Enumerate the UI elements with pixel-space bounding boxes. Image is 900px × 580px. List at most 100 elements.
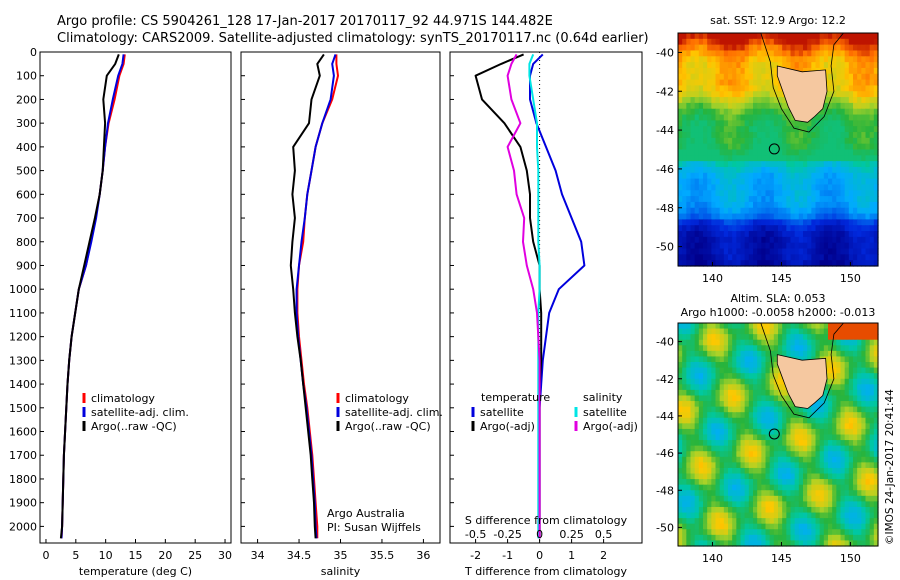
map-cell bbox=[773, 456, 779, 463]
map-cell bbox=[753, 389, 758, 397]
map-cell bbox=[761, 56, 767, 63]
map-cell bbox=[703, 484, 708, 491]
map-cell bbox=[753, 114, 758, 121]
map-cell bbox=[773, 120, 779, 127]
map-cell bbox=[832, 114, 837, 121]
map-cell bbox=[828, 506, 833, 514]
map-cell bbox=[682, 345, 687, 352]
map-cell bbox=[761, 184, 767, 191]
map-cell bbox=[778, 143, 783, 151]
map-cell bbox=[853, 456, 858, 463]
map-cell bbox=[757, 323, 762, 330]
map-cell bbox=[848, 44, 854, 52]
map-cell bbox=[678, 231, 683, 238]
map-cell bbox=[773, 328, 779, 335]
map-cell bbox=[873, 484, 879, 491]
map-cell bbox=[732, 178, 737, 186]
map-cell bbox=[678, 85, 683, 92]
map-cell bbox=[757, 378, 762, 385]
map-cell bbox=[732, 102, 737, 110]
map-cell bbox=[703, 161, 708, 168]
map-cell bbox=[844, 67, 850, 75]
map-cell bbox=[853, 225, 858, 232]
map-cell bbox=[690, 190, 696, 197]
map-cell bbox=[678, 260, 683, 267]
map-cell bbox=[723, 108, 729, 116]
map-cell bbox=[694, 201, 700, 209]
map-cell bbox=[840, 534, 846, 542]
map-cell bbox=[853, 33, 858, 40]
map-cell bbox=[694, 345, 700, 352]
map-cell bbox=[719, 401, 725, 408]
map-cell bbox=[790, 254, 796, 261]
map-cell bbox=[840, 79, 846, 87]
map-cell bbox=[707, 155, 712, 162]
map-cell bbox=[682, 44, 687, 52]
map-cell bbox=[815, 260, 821, 267]
map-cell bbox=[757, 126, 762, 133]
map-cell bbox=[694, 97, 700, 104]
legend-label: Argo(..raw -QC) bbox=[91, 420, 177, 433]
map-cell bbox=[798, 334, 804, 341]
map-cell bbox=[832, 97, 837, 104]
map-cell bbox=[686, 345, 692, 352]
map-cell bbox=[698, 501, 704, 508]
map-cell bbox=[786, 540, 792, 547]
map-cell bbox=[803, 126, 808, 133]
map-cell bbox=[857, 190, 862, 197]
map-cell bbox=[857, 184, 862, 191]
map-cell bbox=[715, 428, 721, 436]
map-cell bbox=[678, 506, 683, 514]
map-cell bbox=[740, 242, 746, 250]
map-cell bbox=[748, 451, 754, 458]
map-cell bbox=[782, 484, 787, 491]
map-cell bbox=[840, 143, 846, 151]
map-cell bbox=[836, 445, 842, 452]
map-cell bbox=[761, 423, 767, 430]
map-cell bbox=[711, 102, 717, 110]
map-cell bbox=[836, 126, 842, 133]
map-cell bbox=[744, 467, 750, 475]
map-cell bbox=[819, 225, 825, 232]
map-cell bbox=[678, 373, 683, 380]
map-cell bbox=[753, 172, 758, 180]
map-cell bbox=[678, 155, 683, 162]
map-cell bbox=[857, 260, 862, 267]
map-cell bbox=[690, 401, 696, 408]
map-cell bbox=[828, 137, 833, 145]
map-cell bbox=[711, 323, 717, 330]
map-cell bbox=[748, 434, 754, 441]
map-cell bbox=[682, 479, 687, 486]
map-cell bbox=[811, 201, 817, 209]
map-cell bbox=[832, 143, 837, 151]
map-cell bbox=[861, 225, 867, 232]
map-cell bbox=[736, 328, 742, 335]
map-cell bbox=[765, 231, 771, 238]
map-cell bbox=[815, 501, 821, 508]
map-cell bbox=[790, 467, 796, 475]
map-cell bbox=[773, 423, 779, 430]
map-cell bbox=[753, 166, 758, 174]
map-cell bbox=[690, 132, 696, 139]
map-cell bbox=[807, 213, 812, 220]
map-cell bbox=[740, 440, 746, 447]
map-cell bbox=[711, 334, 717, 341]
map-cell bbox=[778, 137, 783, 145]
map-cell bbox=[761, 161, 767, 168]
map-cell bbox=[869, 79, 875, 87]
map-cell bbox=[828, 196, 833, 203]
map-cell bbox=[694, 362, 700, 369]
map-cell bbox=[757, 362, 762, 369]
map-cell bbox=[861, 190, 867, 197]
map-cell bbox=[786, 172, 792, 180]
map-cell bbox=[686, 91, 692, 98]
map-cell bbox=[744, 85, 750, 92]
map-cell bbox=[757, 219, 762, 226]
map-cell bbox=[782, 143, 787, 151]
map-cell bbox=[761, 50, 767, 57]
map-cell bbox=[869, 166, 875, 174]
map-cell bbox=[786, 166, 792, 174]
map-cell bbox=[848, 33, 854, 40]
map-cell bbox=[786, 126, 792, 133]
map-cell bbox=[844, 451, 850, 458]
